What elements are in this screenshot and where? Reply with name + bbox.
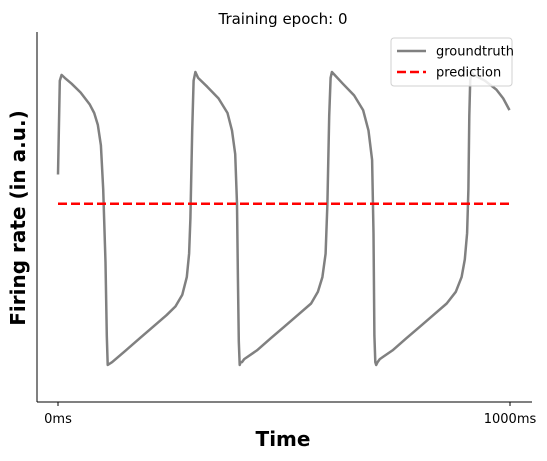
chart-title: Training epoch: 0 [217,10,347,28]
legend: groundtruth prediction [390,37,514,87]
series-layer [56,70,511,367]
series-line-groundtruth [56,70,511,367]
y-axis-label: Firing rate (in a.u.) [6,110,30,325]
legend-label-groundtruth: groundtruth [436,45,514,60]
legend-label-prediction: prediction [436,66,501,81]
plot-area: 0ms 1000ms [36,32,536,427]
x-ticks: 0ms 1000ms [44,402,536,427]
x-tick-label: 0ms [44,412,72,427]
x-tick-label: 1000ms [484,412,537,427]
x-axis-label: Time [256,427,311,451]
